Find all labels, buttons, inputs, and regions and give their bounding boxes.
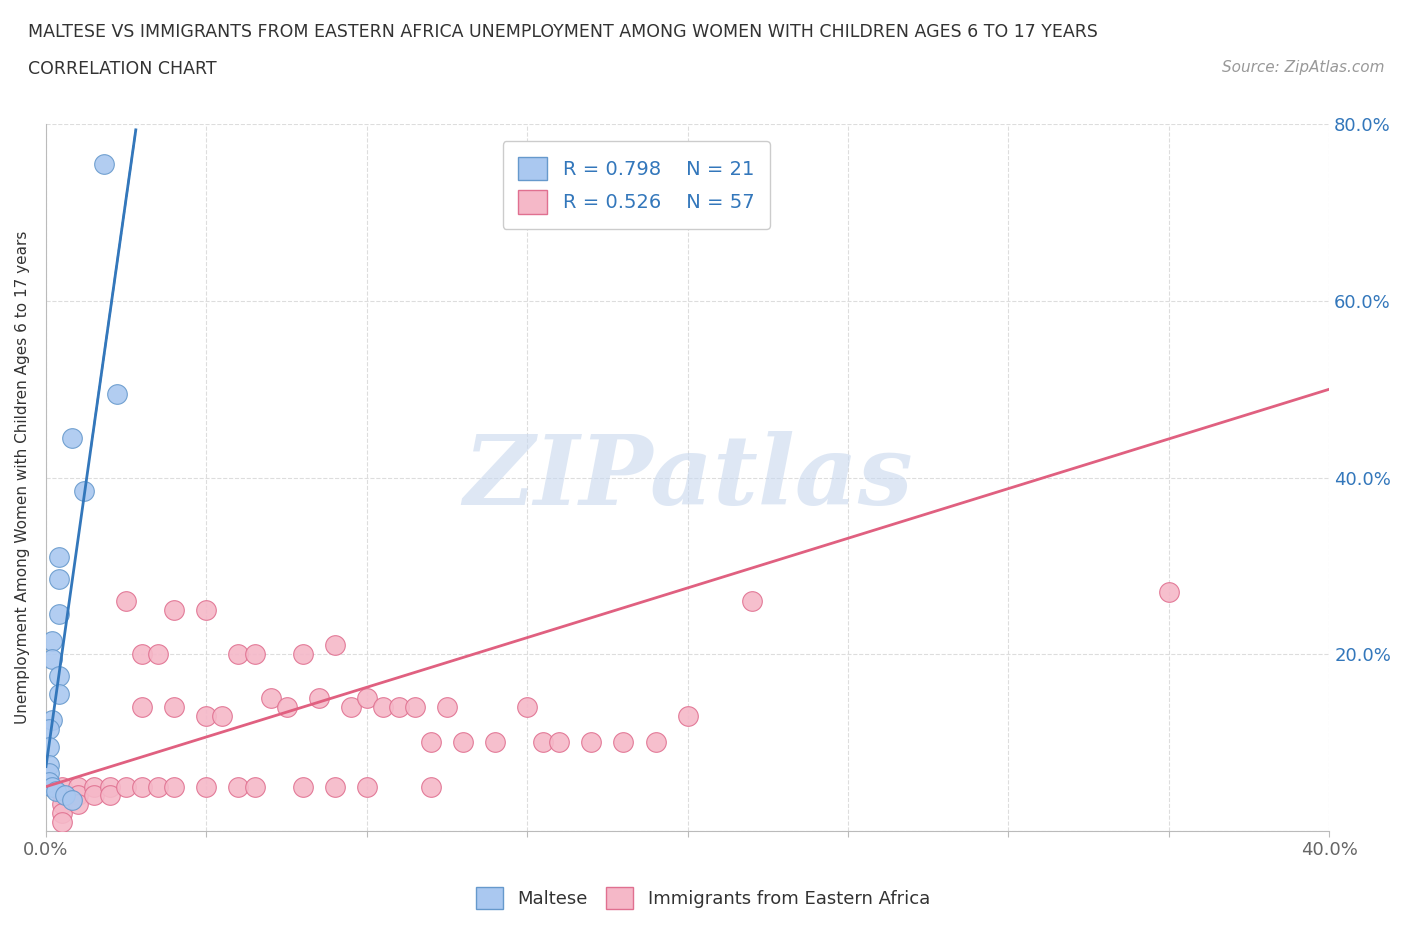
Point [228,646,250,661]
Point [612,735,634,750]
Point [115,779,138,794]
Point [484,735,506,750]
Point [420,779,443,794]
Point [48,686,70,701]
Point [420,735,443,750]
Point [323,779,346,794]
Point [276,699,298,714]
Point [51,779,73,794]
Point [41,633,63,648]
Text: CORRELATION CHART: CORRELATION CHART [28,60,217,78]
Point [83,788,105,803]
Point [60,431,83,445]
Point [38,739,60,754]
Point [73,484,96,498]
Point [83,779,105,794]
Point [51,788,73,803]
Point [131,646,153,661]
Point [211,709,233,724]
Point [98,788,121,803]
Point [48,669,70,684]
Point [41,779,63,794]
Point [516,699,538,714]
Point [41,651,63,666]
Point [195,603,218,618]
Point [67,779,90,794]
Point [451,735,474,750]
Legend: Maltese, Immigrants from Eastern Africa: Maltese, Immigrants from Eastern Africa [470,880,936,916]
Point [291,779,314,794]
Point [581,735,603,750]
Point [105,386,128,401]
Text: MALTESE VS IMMIGRANTS FROM EASTERN AFRICA UNEMPLOYMENT AMONG WOMEN WITH CHILDREN: MALTESE VS IMMIGRANTS FROM EASTERN AFRIC… [28,23,1098,41]
Point [115,593,138,608]
Point [741,593,763,608]
Point [228,779,250,794]
Point [38,766,60,781]
Point [436,699,458,714]
Point [53,788,76,803]
Point [45,784,67,799]
Point [356,779,378,794]
Text: Source: ZipAtlas.com: Source: ZipAtlas.com [1222,60,1385,75]
Point [131,699,153,714]
Point [243,646,266,661]
Point [323,638,346,653]
Point [51,797,73,812]
Point [676,709,699,724]
Point [531,735,554,750]
Point [60,792,83,807]
Y-axis label: Unemployment Among Women with Children Ages 6 to 17 years: Unemployment Among Women with Children A… [15,231,30,724]
Point [93,156,115,171]
Point [51,805,73,820]
Legend: R = 0.798    N = 21, R = 0.526    N = 57: R = 0.798 N = 21, R = 0.526 N = 57 [502,141,770,230]
Point [243,779,266,794]
Point [371,699,394,714]
Point [548,735,571,750]
Point [41,713,63,728]
Point [259,691,281,706]
Text: ZIPatlas: ZIPatlas [463,431,912,525]
Point [38,757,60,772]
Point [163,699,186,714]
Point [644,735,666,750]
Point [131,779,153,794]
Point [356,691,378,706]
Point [195,709,218,724]
Point [163,779,186,794]
Point [38,775,60,790]
Point [308,691,330,706]
Point [51,815,73,830]
Point [98,779,121,794]
Point [67,788,90,803]
Point [388,699,411,714]
Point [404,699,426,714]
Point [291,646,314,661]
Point [1157,585,1180,600]
Point [148,646,170,661]
Point [148,779,170,794]
Point [163,603,186,618]
Point [38,722,60,737]
Point [48,550,70,565]
Point [67,797,90,812]
Point [48,607,70,622]
Point [48,572,70,587]
Point [339,699,361,714]
Point [195,779,218,794]
